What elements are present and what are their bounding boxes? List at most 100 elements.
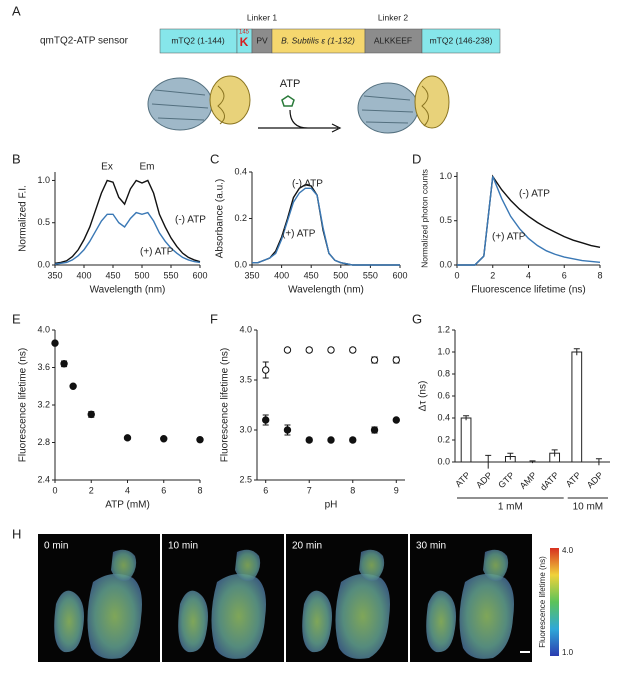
series-label: (+) ATP — [140, 247, 174, 258]
y-tick-label: 3.2 — [37, 399, 50, 409]
cell — [54, 590, 84, 653]
x-tick-label: ADP — [474, 470, 494, 490]
y-axis-label: Fluorescence lifetime (ns) — [18, 348, 29, 462]
panel-label: B — [12, 151, 21, 166]
x-tick-label: 350 — [47, 270, 62, 280]
panel-label: H — [12, 526, 21, 541]
segment-label: PV — [256, 35, 268, 45]
x-tick-label: 600 — [192, 270, 207, 280]
x-tick-label: 2 — [89, 485, 94, 495]
cell — [87, 573, 142, 659]
protein-structure — [147, 75, 251, 131]
x-tick-label: 8 — [350, 485, 355, 495]
arrow-head — [331, 123, 342, 133]
data-point — [87, 410, 95, 419]
segment-label: B. Subtilis ε (1-132) — [281, 35, 355, 45]
series-label: (+) ATP — [282, 229, 316, 240]
panel-label: D — [412, 151, 421, 166]
segment-label: ALKKEEF — [374, 35, 412, 45]
data-point — [305, 436, 313, 444]
group-label: 10 mM — [573, 502, 604, 513]
data-point — [349, 436, 357, 444]
y-tick-label: 2.5 — [239, 474, 252, 484]
error-bar — [507, 452, 514, 460]
x-axis-label: ATP (mM) — [105, 500, 150, 511]
y-tick-label: 0.5 — [37, 217, 50, 227]
cell — [211, 573, 266, 659]
data-line — [252, 184, 400, 266]
y-tick-label: 0.2 — [437, 434, 450, 444]
data-point — [327, 436, 335, 444]
x-tick-label: 4 — [526, 270, 531, 280]
panel-label: G — [412, 311, 422, 326]
group-label: 1 mM — [498, 502, 523, 513]
data-line — [457, 176, 601, 266]
cell — [111, 549, 137, 581]
cell — [178, 590, 208, 653]
cell — [302, 590, 332, 653]
data-point — [327, 346, 335, 354]
x-tick-label: AMP — [518, 470, 539, 491]
panel-label: C — [210, 151, 219, 166]
segment-label: mTQ2 (1-144) — [171, 35, 225, 45]
segment — [159, 28, 238, 54]
data-point — [262, 416, 270, 424]
data-line — [54, 211, 201, 265]
y-tick-label: 1.0 — [37, 175, 50, 185]
data-point — [262, 366, 270, 374]
y-tick-label: 3.0 — [239, 424, 252, 434]
colorbar-label: Fluorescence lifetime (ns) — [538, 556, 547, 648]
data-point — [160, 435, 168, 443]
ligand-label: ATP — [280, 78, 301, 90]
series-label: (-) ATP — [519, 189, 550, 200]
y-tick-label: 4.0 — [37, 324, 50, 334]
x-tick-label: dATP — [538, 470, 561, 493]
y-tick-label: 0.4 — [234, 166, 247, 176]
x-tick-label: 350 — [244, 270, 259, 280]
cell — [359, 549, 385, 581]
image-row: 0 min 10 min 20 min 30 min — [38, 534, 532, 662]
segment-label: mTQ2 (146-238) — [430, 35, 493, 45]
data-line — [54, 179, 201, 265]
error-bar — [463, 415, 470, 421]
x-tick-label: ATP — [564, 470, 583, 489]
error-bar — [551, 449, 558, 457]
error-bar — [485, 454, 492, 469]
y-tick-label: 0.4 — [437, 412, 450, 422]
series-label: (+) ATP — [492, 232, 526, 243]
x-tick-label: 0 — [454, 270, 459, 280]
data-line — [252, 187, 400, 266]
panel-label: F — [210, 311, 218, 326]
x-tick-label: 400 — [76, 270, 91, 280]
cell — [235, 549, 261, 581]
annotation: Ex — [101, 162, 113, 173]
cell — [483, 549, 509, 581]
x-tick-label: 2 — [490, 270, 495, 280]
y-tick-label: 0.6 — [437, 390, 450, 400]
y-tick-label: 1.0 — [439, 171, 452, 181]
x-tick-label: 6 — [562, 270, 567, 280]
colorbar-min: 1.0 — [562, 648, 574, 657]
x-tick-label: ADP — [585, 470, 605, 490]
x-tick-label: 400 — [274, 270, 289, 280]
x-axis-label: Wavelength (nm) — [288, 285, 364, 296]
data-point — [69, 382, 77, 390]
segment — [421, 28, 501, 54]
ligand-icon — [281, 95, 295, 107]
y-tick-label: 3.6 — [37, 362, 50, 372]
y-tick-label: 1.2 — [437, 324, 450, 334]
segment-label: K — [240, 35, 249, 49]
x-tick-label: 9 — [394, 485, 399, 495]
x-tick-label: 0 — [52, 485, 57, 495]
protein-structure — [357, 75, 450, 134]
y-axis-label: Absorbance (a.u.) — [215, 179, 226, 259]
series-label: (-) ATP — [175, 215, 206, 226]
construct-name: qmTQ2-ATP sensor — [40, 36, 129, 47]
data-point — [392, 356, 400, 364]
y-tick-label: 4.0 — [239, 324, 252, 334]
annotation: Em — [140, 162, 155, 173]
error-bar — [595, 458, 602, 466]
y-tick-label: 2.8 — [37, 437, 50, 447]
data-point — [305, 346, 313, 354]
